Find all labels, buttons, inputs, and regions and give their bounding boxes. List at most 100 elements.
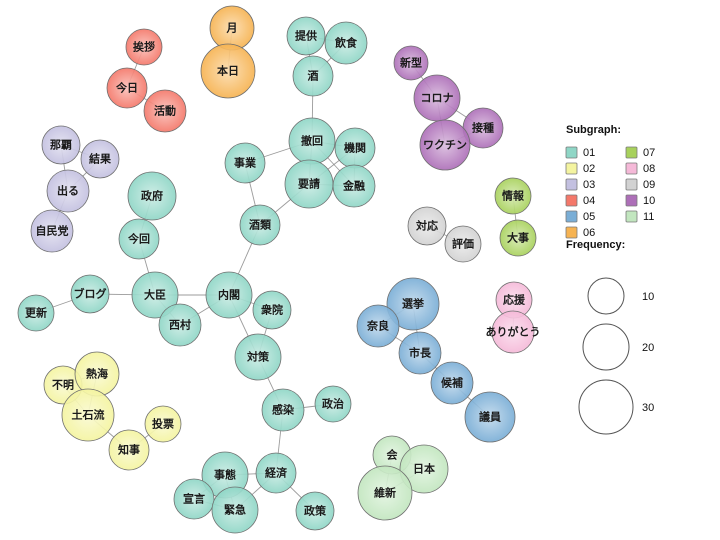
graph-node[interactable]: 活動 [143,89,187,133]
graph-node[interactable]: 土石流 [61,388,115,442]
graph-node[interactable]: 酒類 [239,204,281,246]
graph-node[interactable]: ワクチン [419,119,471,171]
legend-swatch-10[interactable] [625,194,638,207]
graph-node-circle[interactable] [118,218,160,260]
graph-node[interactable]: 緊急 [211,486,259,534]
graph-node-circle[interactable] [334,127,376,169]
graph-node[interactable]: 感染 [261,388,305,432]
graph-node[interactable]: 大事 [499,219,537,257]
graph-node[interactable]: 飲食 [324,21,368,65]
graph-node-circle[interactable] [399,444,449,494]
graph-node[interactable]: 今日 [106,67,148,109]
graph-node-circle[interactable] [144,405,182,443]
graph-node-circle[interactable] [30,209,74,253]
graph-node[interactable]: 月 [209,5,255,51]
graph-node-circle[interactable] [143,89,187,133]
graph-node[interactable]: 更新 [17,294,55,332]
graph-node-circle[interactable] [224,142,266,184]
graph-node[interactable]: 撤回 [288,117,336,165]
graph-node-circle[interactable] [288,117,336,165]
graph-node-circle[interactable] [393,45,429,81]
graph-node[interactable]: 市長 [398,331,442,375]
legend-swatch-11[interactable] [625,210,638,223]
graph-node-circle[interactable] [295,491,335,531]
graph-node-circle[interactable] [292,55,334,97]
graph-node[interactable]: 政策 [295,491,335,531]
graph-node-circle[interactable] [211,486,259,534]
graph-node-circle[interactable] [173,478,215,520]
graph-node[interactable]: 経済 [255,452,297,494]
graph-node[interactable]: 那覇 [41,125,81,165]
graph-node[interactable]: 維新 [357,465,413,521]
graph-node-circle[interactable] [234,333,282,381]
graph-node[interactable]: 提供 [286,16,326,56]
graph-node-circle[interactable] [61,388,115,442]
legend-swatch-07[interactable] [625,146,638,159]
graph-node-circle[interactable] [239,204,281,246]
graph-node[interactable]: 評価 [444,225,482,263]
graph-node[interactable]: 機関 [334,127,376,169]
graph-node[interactable]: 内閣 [205,271,253,319]
legend-swatch-03[interactable] [565,178,578,191]
graph-node[interactable]: 議員 [464,391,516,443]
graph-node-circle[interactable] [80,139,120,179]
graph-node-circle[interactable] [125,28,163,66]
graph-node-circle[interactable] [205,271,253,319]
graph-node-circle[interactable] [255,452,297,494]
legend-swatch-04[interactable] [565,194,578,207]
graph-node[interactable]: 知事 [108,429,150,471]
graph-node-circle[interactable] [357,465,413,521]
graph-node[interactable]: 候補 [430,361,474,405]
graph-node[interactable]: 情報 [494,177,532,215]
graph-node-circle[interactable] [158,303,202,347]
graph-node[interactable]: 酒 [292,55,334,97]
graph-node[interactable]: 今回 [118,218,160,260]
graph-node-circle[interactable] [419,119,471,171]
legend-swatch-05[interactable] [565,210,578,223]
graph-node[interactable]: 宣言 [173,478,215,520]
graph-node-circle[interactable] [252,290,292,330]
graph-node[interactable]: 対応 [407,206,447,246]
graph-node-circle[interactable] [200,43,256,99]
graph-node[interactable]: 金融 [332,164,376,208]
graph-node-circle[interactable] [386,277,440,331]
graph-node[interactable]: 対策 [234,333,282,381]
graph-node-circle[interactable] [494,177,532,215]
graph-node-circle[interactable] [356,304,400,348]
graph-node-circle[interactable] [209,5,255,51]
legend-swatch-08[interactable] [625,162,638,175]
graph-node-circle[interactable] [332,164,376,208]
graph-node-circle[interactable] [286,16,326,56]
graph-node-circle[interactable] [407,206,447,246]
graph-node[interactable]: 西村 [158,303,202,347]
graph-node[interactable]: 新型 [393,45,429,81]
graph-node[interactable]: 要請 [284,159,334,209]
legend-swatch-02[interactable] [565,162,578,175]
graph-node-circle[interactable] [444,225,482,263]
graph-node-circle[interactable] [430,361,474,405]
graph-node-circle[interactable] [499,219,537,257]
graph-node-circle[interactable] [108,429,150,471]
graph-node[interactable]: 結果 [80,139,120,179]
legend-swatch-09[interactable] [625,178,638,191]
graph-node[interactable]: ありがとう [486,310,541,354]
graph-node-circle[interactable] [314,385,352,423]
graph-node[interactable]: 出る [46,169,90,213]
graph-node-circle[interactable] [413,74,461,122]
graph-node[interactable]: コロナ [413,74,461,122]
graph-node-circle[interactable] [41,125,81,165]
graph-node-circle[interactable] [284,159,334,209]
graph-node-circle[interactable] [131,271,179,319]
graph-node[interactable]: 政府 [127,171,177,221]
graph-node-circle[interactable] [70,274,110,314]
graph-node[interactable]: 政治 [314,385,352,423]
graph-node[interactable]: 衆院 [252,290,292,330]
graph-node[interactable]: 投票 [144,405,182,443]
graph-node[interactable]: 自民党 [30,209,74,253]
graph-node-circle[interactable] [106,67,148,109]
graph-node-circle[interactable] [464,391,516,443]
graph-node[interactable]: 奈良 [356,304,400,348]
graph-node-circle[interactable] [491,310,535,354]
